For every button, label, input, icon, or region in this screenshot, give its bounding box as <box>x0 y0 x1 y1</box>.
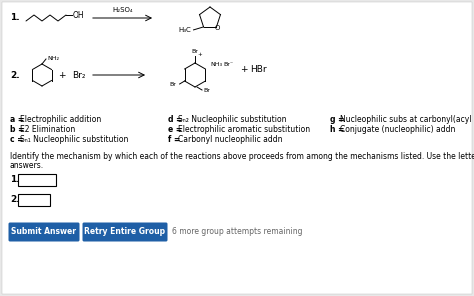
Text: H₃C: H₃C <box>179 27 191 33</box>
Text: h =: h = <box>330 125 345 134</box>
Text: a =: a = <box>10 115 24 124</box>
Text: O: O <box>215 25 220 31</box>
Text: +: + <box>58 70 66 80</box>
Text: f =: f = <box>168 135 180 144</box>
Text: g =: g = <box>330 115 345 124</box>
Text: Identify the mechanism by which each of the reactions above proceeds from among : Identify the mechanism by which each of … <box>10 152 474 161</box>
Text: Nucleophilic subs at carbonyl(acyl Xfer): Nucleophilic subs at carbonyl(acyl Xfer) <box>340 115 474 124</box>
Text: Submit Answer: Submit Answer <box>11 228 76 237</box>
Text: Br: Br <box>191 49 199 54</box>
Text: HBr: HBr <box>250 65 266 75</box>
FancyBboxPatch shape <box>82 223 167 242</box>
Text: Br: Br <box>203 88 210 92</box>
Text: Carbonyl nucleophilic addn: Carbonyl nucleophilic addn <box>178 135 283 144</box>
Text: +: + <box>240 65 247 75</box>
Text: E2 Elimination: E2 Elimination <box>20 125 75 134</box>
Text: d =: d = <box>168 115 182 124</box>
Text: c =: c = <box>10 135 24 144</box>
Text: NH₃: NH₃ <box>210 62 222 67</box>
Text: 2.: 2. <box>10 70 19 80</box>
Text: 1.: 1. <box>10 175 19 184</box>
Text: 6 more group attempts remaining: 6 more group attempts remaining <box>172 228 302 237</box>
Text: +: + <box>197 52 202 57</box>
Text: Br₂: Br₂ <box>72 70 85 80</box>
Text: H₂SO₄: H₂SO₄ <box>112 7 133 13</box>
Text: Sₙ₁ Nucleophilic substitution: Sₙ₁ Nucleophilic substitution <box>20 135 128 144</box>
Bar <box>18 174 56 186</box>
Text: 1.: 1. <box>10 14 19 22</box>
Text: Retry Entire Group: Retry Entire Group <box>84 228 165 237</box>
Text: OH: OH <box>73 10 85 20</box>
Text: Br⁻: Br⁻ <box>223 62 234 67</box>
Text: Electrophilic aromatic substitution: Electrophilic aromatic substitution <box>178 125 310 134</box>
FancyBboxPatch shape <box>9 223 80 242</box>
Bar <box>18 194 50 206</box>
Text: 2.: 2. <box>10 194 19 204</box>
Text: Electrophilic addition: Electrophilic addition <box>20 115 101 124</box>
Text: b =: b = <box>10 125 24 134</box>
Text: Sₙ₂ Nucleophilic substitution: Sₙ₂ Nucleophilic substitution <box>178 115 286 124</box>
Text: Conjugate (nucleophilic) addn: Conjugate (nucleophilic) addn <box>340 125 456 134</box>
Text: answers.: answers. <box>10 161 44 170</box>
Text: Br: Br <box>170 83 177 88</box>
Text: e =: e = <box>168 125 182 134</box>
Text: NH₂: NH₂ <box>47 56 59 60</box>
